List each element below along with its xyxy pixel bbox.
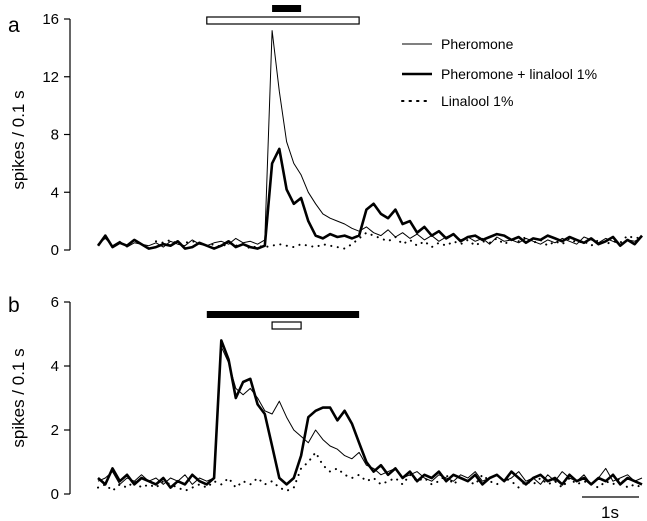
panel-a-y-tick-label: 0	[51, 242, 59, 259]
panel-b-y-tick-label: 0	[51, 486, 59, 503]
panel-a-ylabel: spikes / 0.1 s	[9, 90, 28, 189]
panel-a-stimulus-bars	[206, 5, 360, 25]
panel-a-series-pheromone-linalool-1	[96, 147, 643, 250]
panel-a-y-tick-label: 8	[51, 127, 59, 144]
panel-a-y-tick-label: 12	[42, 69, 59, 86]
panel-b-y-tick-label: 2	[51, 422, 59, 439]
panel-b: b spikes / 0.1 s 0 2 4 6 1s	[8, 294, 643, 521]
panel-b-letter: b	[8, 294, 20, 317]
panel-a-y-tick-label: 16	[42, 11, 59, 28]
panel-b-series-linalool-1	[97, 451, 643, 492]
panel-a-y-tick-label: 4	[51, 184, 59, 201]
panel-b-stimulus-bars	[206, 311, 360, 330]
panel-b-plot-area	[97, 339, 643, 492]
panel-a-plot-area	[96, 30, 643, 250]
scale-bar-label: 1s	[601, 503, 619, 521]
legend: Pheromone Pheromone + linalool 1% Linalo…	[401, 36, 597, 109]
panel-b-stimulus-bar-filled	[206, 311, 360, 318]
legend-label-pheromone-linalool: Pheromone + linalool 1%	[441, 66, 597, 82]
panel-a-letter: a	[8, 14, 20, 37]
panel-a-series-linalool-1	[155, 231, 643, 250]
panel-b-series-pheromone-linalool-1	[97, 339, 643, 489]
panel-b-ylabel: spikes / 0.1 s	[9, 348, 28, 447]
panel-b-stimulus-bar-open	[271, 321, 302, 330]
legend-label-pheromone: Pheromone	[441, 36, 514, 52]
legend-label-linalool: Linalool 1%	[441, 93, 513, 109]
panel-a-y-axis: 0 4 8 12 16	[42, 11, 71, 259]
panel-b-y-tick-label: 4	[51, 358, 59, 375]
panel-b-y-axis: 0 2 4 6	[51, 294, 71, 503]
panel-b-series-pheromone	[97, 346, 643, 485]
panel-a: a spikes / 0.1 s 0 4 8 12 16 Pheromone Phero…	[8, 5, 643, 259]
panel-a-stimulus-bar-filled	[272, 5, 302, 12]
panel-a-stimulus-bar-open	[206, 16, 360, 25]
panel-b-y-tick-label: 6	[51, 294, 59, 311]
time-scale-bar: 1s	[582, 496, 639, 521]
panel-a-series-pheromone	[97, 30, 643, 248]
